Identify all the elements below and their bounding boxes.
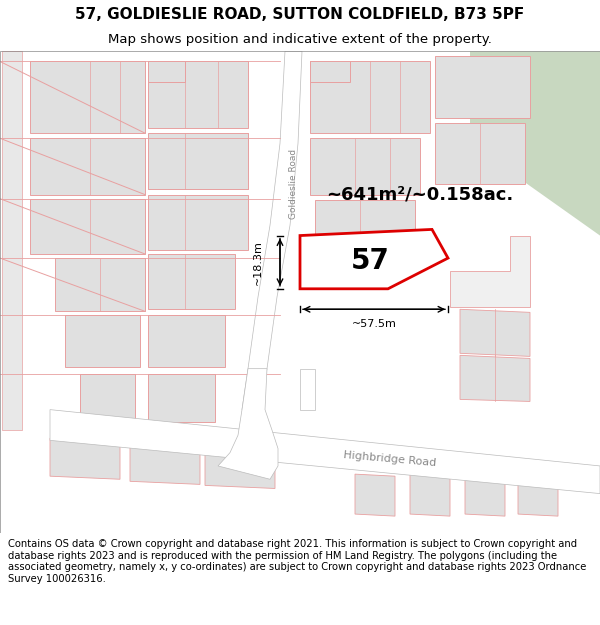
Polygon shape [205,448,275,489]
Polygon shape [148,254,235,309]
Polygon shape [310,61,430,133]
Polygon shape [50,438,120,479]
Text: Contains OS data © Crown copyright and database right 2021. This information is : Contains OS data © Crown copyright and d… [8,539,586,584]
Polygon shape [148,194,248,250]
Polygon shape [148,61,185,82]
Text: ~57.5m: ~57.5m [352,319,397,329]
Polygon shape [2,51,22,430]
Polygon shape [148,374,215,422]
Polygon shape [460,309,530,356]
Polygon shape [450,236,530,308]
Polygon shape [50,409,600,494]
Polygon shape [0,51,600,532]
Text: Map shows position and indicative extent of the property.: Map shows position and indicative extent… [108,34,492,46]
Polygon shape [55,258,145,311]
Polygon shape [435,56,530,118]
Polygon shape [310,138,420,194]
Polygon shape [242,51,302,409]
Polygon shape [30,138,145,194]
Polygon shape [65,316,140,367]
Polygon shape [148,61,248,128]
Polygon shape [518,474,558,516]
Polygon shape [315,200,415,256]
Polygon shape [470,51,600,236]
Text: Goldieslie Road: Goldieslie Road [289,149,298,219]
Polygon shape [310,61,350,82]
Polygon shape [465,474,505,516]
Polygon shape [148,316,225,367]
Text: ~18.3m: ~18.3m [253,240,263,284]
Polygon shape [300,369,315,409]
Polygon shape [130,443,200,484]
Polygon shape [148,133,248,189]
Polygon shape [435,123,525,184]
Polygon shape [355,474,395,516]
Text: 57: 57 [350,247,389,275]
Polygon shape [80,374,135,422]
Polygon shape [30,199,145,254]
Polygon shape [30,61,145,133]
Text: Highbridge Road: Highbridge Road [343,450,437,468]
Text: 57, GOLDIESLIE ROAD, SUTTON COLDFIELD, B73 5PF: 57, GOLDIESLIE ROAD, SUTTON COLDFIELD, B… [76,7,524,22]
Text: ~641m²/~0.158ac.: ~641m²/~0.158ac. [326,186,514,204]
Polygon shape [148,133,248,189]
Polygon shape [218,369,278,479]
Polygon shape [410,474,450,516]
Polygon shape [300,229,448,289]
Polygon shape [460,356,530,401]
